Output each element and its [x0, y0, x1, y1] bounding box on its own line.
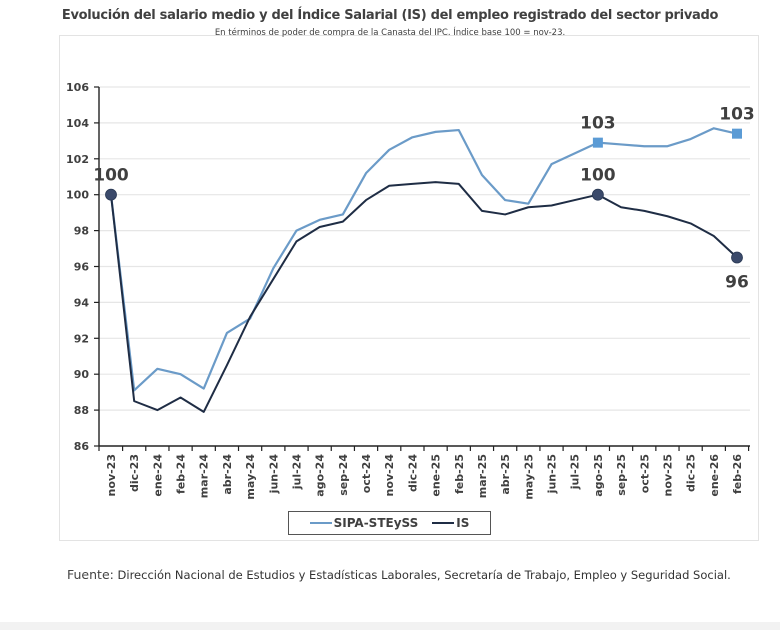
x-tick-label: may-24	[244, 454, 257, 500]
x-tick-label: jul-25	[569, 454, 582, 490]
data-label: 103	[580, 114, 616, 134]
legend-label-is: IS	[456, 516, 470, 530]
x-tick-label: jun-25	[546, 454, 559, 494]
series-lines	[109, 127, 738, 413]
x-tick-label: ago-24	[314, 454, 327, 497]
legend: SIPA-STEySS IS	[288, 511, 491, 535]
data-marker-square	[592, 137, 603, 148]
legend-label-sipa: SIPA-STEySS	[333, 516, 419, 530]
x-tick-label: dic-23	[128, 454, 141, 492]
x-tick-label: ene-25	[430, 454, 443, 497]
x-tick-label: ene-26	[708, 454, 721, 497]
x-tick-label: feb-26	[731, 454, 744, 494]
data-labels: 103 103 100 100 96	[93, 105, 755, 293]
x-tick-label: feb-25	[453, 454, 466, 494]
x-tick-label: feb-24	[175, 454, 188, 494]
x-tick-label: mar-24	[198, 454, 211, 499]
x-tick-label: jun-24	[267, 454, 280, 495]
legend-swatch-is	[432, 522, 455, 524]
data-marker-square	[732, 128, 742, 139]
legend-item-is: IS	[432, 516, 469, 530]
data-marker-circle	[591, 188, 604, 201]
data-label: 96	[725, 273, 749, 293]
y-tick-label: 102	[66, 153, 89, 166]
x-tick-label: jul-24	[290, 454, 303, 491]
x-tick-label: may-25	[522, 454, 535, 500]
data-marker-circle	[731, 251, 743, 264]
x-tick-label: ago-25	[592, 454, 605, 497]
x-tick-label: ene-24	[151, 454, 164, 497]
series-line-is	[110, 181, 738, 413]
source-text: Dirección Nacional de Estudios y Estadís…	[113, 568, 731, 582]
chart-subtitle: En términos de poder de compra de la Can…	[214, 28, 566, 38]
legend-swatch-sipa	[309, 522, 332, 524]
x-tick-label: sep-24	[337, 454, 350, 496]
x-tick-label: mar-25	[476, 454, 489, 498]
y-tick-label: 88	[74, 404, 89, 417]
y-tick-label: 92	[74, 332, 89, 345]
series-line-sipa	[109, 127, 738, 392]
chart-title: Evolución del salario medio y del Índice…	[61, 8, 719, 23]
y-tick-label: 98	[74, 225, 89, 238]
source-label: Fuente:	[67, 567, 114, 582]
x-tick-label: dic-24	[406, 454, 419, 492]
data-label: 100	[580, 166, 616, 186]
y-tick-label: 94	[74, 296, 90, 309]
source-note: Fuente: Dirección Nacional de Estudios y…	[67, 567, 767, 583]
x-tick-label: abr-24	[221, 454, 234, 495]
y-tick-label: 104	[66, 117, 89, 130]
data-marker-circle	[105, 188, 117, 201]
data-label: 100	[93, 166, 129, 186]
gridlines	[99, 86, 750, 411]
y-axis-ticks: 86 88 90 92 94 96 98 100 102 104 106	[66, 81, 99, 453]
data-markers	[105, 128, 743, 264]
x-tick-label: abr-25	[499, 454, 512, 495]
y-tick-label: 96	[74, 261, 90, 274]
y-tick-label: 86	[74, 440, 90, 453]
y-tick-label: 90	[74, 368, 90, 381]
x-tick-label: nov-23	[105, 454, 118, 496]
x-tick-label: nov-25	[661, 454, 674, 496]
y-tick-label: 106	[66, 81, 89, 94]
x-tick-label: oct-25	[638, 454, 651, 493]
x-axis-ticks: nov-23 dic-23 ene-24 feb-24 mar-24 abr-24 may-…	[98, 446, 750, 500]
y-tick-label: 100	[66, 189, 89, 202]
bottom-bar	[0, 622, 780, 630]
data-label: 103	[719, 105, 755, 125]
x-tick-label: nov-24	[383, 454, 396, 497]
chart-frame	[59, 35, 759, 541]
x-tick-label: sep-25	[615, 454, 628, 496]
legend-item-sipa: SIPA-STEySS	[309, 516, 419, 530]
x-tick-label: oct-24	[360, 454, 373, 494]
x-tick-label: dic-25	[685, 454, 698, 492]
